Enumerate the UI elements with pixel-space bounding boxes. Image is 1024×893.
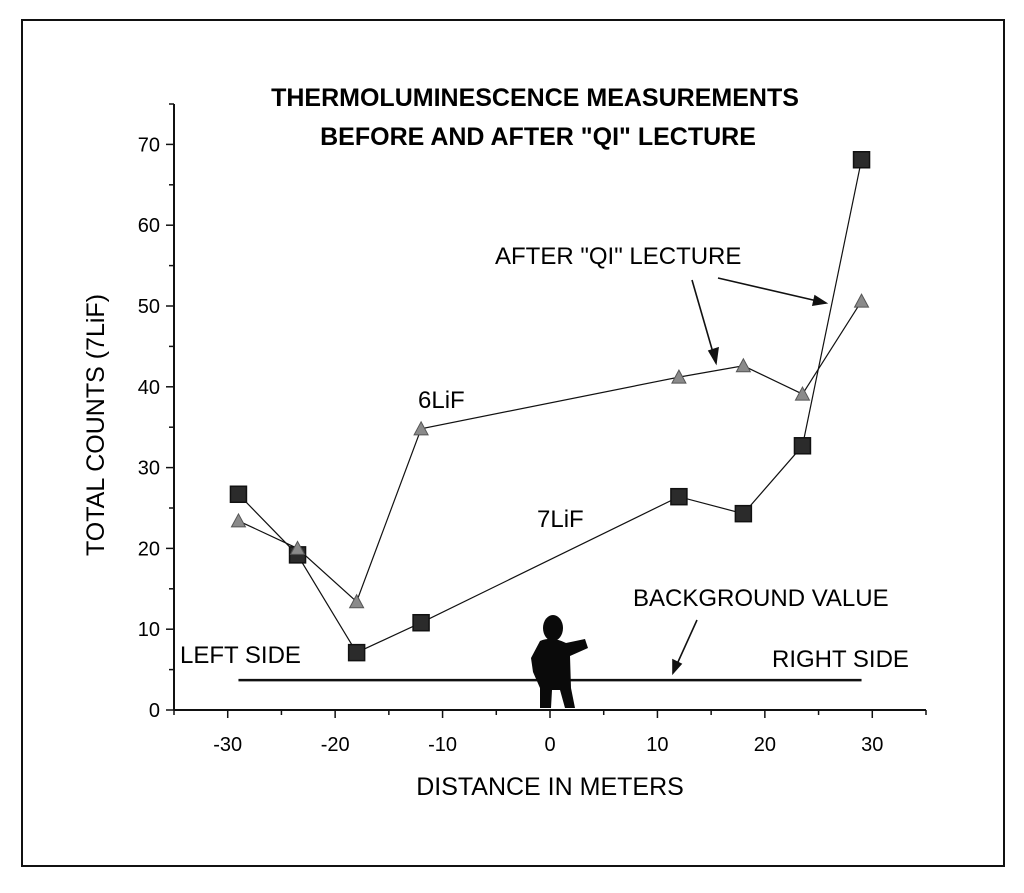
x-tick-label: 0 — [544, 734, 555, 756]
data-point-triangle — [413, 420, 429, 436]
data-point-square — [347, 643, 366, 662]
arrowhead-background-value — [672, 658, 683, 676]
data-point-triangle — [671, 369, 687, 384]
y-tick-label: 60 — [138, 215, 160, 237]
series-line-7LiF — [238, 159, 863, 654]
x-tick-label: 30 — [861, 734, 883, 756]
series-7LiF — [229, 151, 871, 662]
y-tick-label: 40 — [138, 377, 160, 399]
x-tick-label: 20 — [754, 734, 776, 756]
chart-title-line-2: BEFORE AND AFTER "QI" LECTURE — [320, 123, 756, 151]
person-body — [531, 638, 588, 708]
data-point-square — [229, 485, 248, 504]
person-silhouette — [531, 615, 588, 708]
series-6LiF — [230, 293, 870, 609]
x-tick-label: -30 — [213, 734, 242, 756]
annotation-6lif: 6LiF — [418, 387, 465, 414]
y-tick-label: 10 — [138, 619, 160, 641]
person-head — [543, 615, 563, 641]
x-tick-label: -20 — [321, 734, 350, 756]
annotation-7lif: 7LiF — [537, 506, 584, 533]
y-tick-label: 70 — [138, 134, 160, 156]
annotation-left-side: LEFT SIDE — [180, 642, 301, 669]
y-tick-label: 30 — [138, 458, 160, 480]
y-tick-label: 0 — [149, 700, 160, 722]
data-point-square — [852, 151, 871, 169]
arrowhead-after-lecture-6lif — [707, 346, 719, 366]
annotation-after-lecture: AFTER "QI" LECTURE — [495, 243, 741, 270]
data-point-triangle — [735, 357, 752, 373]
data-point-triangle — [289, 540, 306, 555]
annotation-right-side: RIGHT SIDE — [772, 646, 909, 673]
data-point-triangle — [794, 386, 811, 401]
x-axis-title: DISTANCE IN METERS — [416, 773, 684, 801]
chart-title-line-1: THERMOLUMINESCENCE MEASUREMENTS — [271, 84, 799, 112]
annotation-arrows — [672, 277, 829, 676]
x-tick-label: -10 — [428, 734, 457, 756]
y-axis-title: TOTAL COUNTS (7LiF) — [82, 294, 110, 556]
data-point-triangle — [853, 293, 870, 308]
y-tick-label: 20 — [138, 538, 160, 560]
data-point-square — [670, 487, 688, 506]
axis-ticks: -30 -20 -10 0 10 20 30 0 10 20 30 40 50 60 70 — [138, 103, 927, 756]
annotation-background-value: BACKGROUND VALUE — [633, 585, 889, 612]
figure-frame — [21, 19, 1005, 867]
series-line-6LiF — [238, 300, 863, 603]
data-point-triangle — [230, 512, 247, 528]
data-point-triangle — [348, 593, 365, 609]
y-tick-label: 50 — [138, 296, 160, 318]
x-tick-label: 10 — [646, 734, 668, 756]
arrow-after-lecture-7lif — [717, 277, 827, 304]
arrowhead-after-lecture-7lif — [811, 294, 829, 306]
data-point-square — [793, 437, 812, 455]
series-layer — [229, 151, 871, 662]
data-point-square — [412, 613, 430, 632]
data-point-square — [734, 504, 753, 523]
